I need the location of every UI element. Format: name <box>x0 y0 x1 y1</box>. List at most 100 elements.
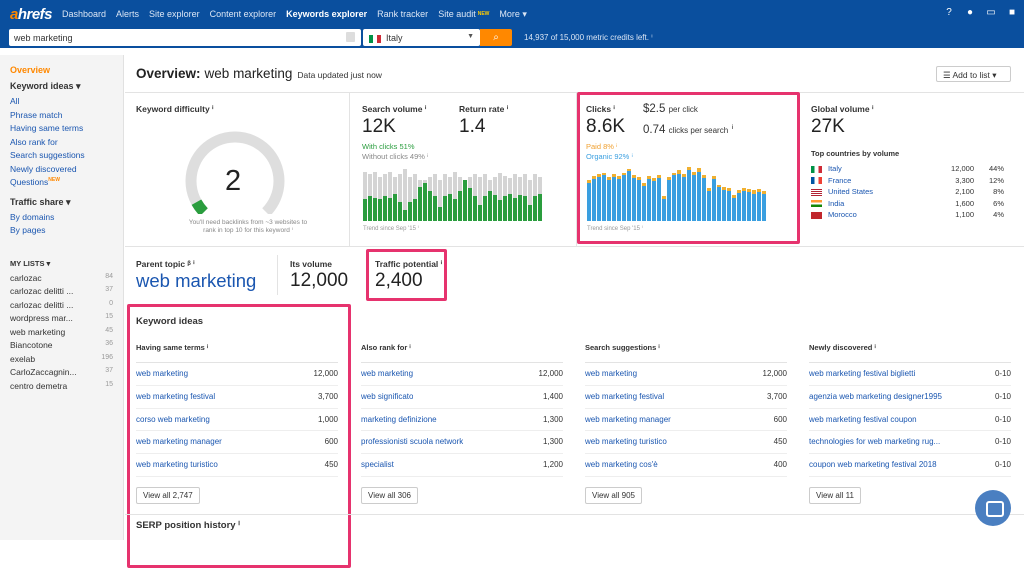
list-count: 84 <box>105 272 113 280</box>
sidebar-keyword-ideas-header[interactable]: Keyword ideas ▾ <box>10 81 81 91</box>
keyword-link[interactable]: web significato <box>361 391 414 401</box>
view-all-button[interactable]: View all 905 <box>585 486 642 504</box>
nav-item-site-explorer[interactable]: Site explorer <box>149 9 200 19</box>
keyword-link[interactable]: web marketing festival <box>585 391 665 401</box>
new-badge: NEW <box>477 11 490 17</box>
search-button[interactable]: ⌕ <box>480 29 512 46</box>
country-link[interactable]: India <box>828 198 845 208</box>
keyword-link[interactable]: technologies for web marketing rug... <box>809 437 941 447</box>
country-volume: 2,100 <box>955 187 974 197</box>
clicks-bar <box>672 172 676 221</box>
country-link[interactable]: Morocco <box>828 210 857 220</box>
clicks-bar <box>757 189 761 221</box>
bar-segment-without-clicks <box>448 177 452 194</box>
sv-bar <box>478 177 482 221</box>
country-select[interactable]: Italy ▼ <box>363 29 480 46</box>
view-all-button[interactable]: View all 11 <box>809 486 861 504</box>
sidebar-traffic-share-header[interactable]: Traffic share ▾ <box>10 196 71 207</box>
keyword-link[interactable]: web marketing <box>136 369 189 378</box>
list-item[interactable]: exelab 196 <box>10 354 113 368</box>
list-item[interactable]: Biancotone 36 <box>10 340 113 354</box>
keyword-link[interactable]: specialist <box>361 460 394 470</box>
list-item[interactable]: web marketing 45 <box>10 327 113 341</box>
country-link[interactable]: United States <box>828 187 874 197</box>
nav-item-alerts[interactable]: Alerts <box>116 9 140 19</box>
nav-item-content-explorer[interactable]: Content explorer <box>209 9 277 19</box>
sidebar-item-by-pages[interactable]: By pages <box>10 225 46 235</box>
add-to-list-button[interactable]: ☰ Add to list ▾ <box>936 66 1011 82</box>
keyword-link[interactable]: corso web marketing <box>136 414 210 424</box>
bar-segment-organic <box>692 175 696 221</box>
nav-item-dashboard[interactable]: Dashboard <box>62 9 107 19</box>
keyword-link[interactable]: web marketing festival biglietti <box>809 369 916 378</box>
bar-segment-with-clicks <box>463 179 467 221</box>
paid-share: Paid 8% ⁱ <box>586 142 618 151</box>
bar-segment-organic <box>642 185 646 221</box>
sidebar-item-also-rank-for[interactable]: Also rank for <box>10 137 113 151</box>
keyword-link[interactable]: web marketing festival <box>136 391 216 401</box>
keyword-link[interactable]: web marketing manager <box>585 414 671 424</box>
keyword-link[interactable]: web marketing manager <box>136 437 222 447</box>
list-item[interactable]: carlozac delitti ... 37 <box>10 286 113 300</box>
keyword-link[interactable]: agenzia web marketing designer1995 <box>809 391 942 401</box>
sidebar-item-search-suggestions[interactable]: Search suggestions <box>10 150 113 164</box>
sidebar-item-questions[interactable]: QuestionsNEW <box>10 177 113 191</box>
user-icon[interactable]: ■ <box>1008 7 1016 18</box>
list-item[interactable]: carlozac 84 <box>10 273 113 287</box>
bar-segment-paid <box>722 186 726 191</box>
sidebar-item-phrase-match[interactable]: Phrase match <box>10 110 113 124</box>
list-item[interactable]: centro demetra 15 <box>10 381 113 395</box>
view-all-button[interactable]: View all 2,747 <box>136 486 200 504</box>
keyword-search-input[interactable]: web marketing <box>9 29 361 46</box>
main-content: Overview: web marketing Data updated just … <box>125 55 1024 568</box>
chat-button[interactable] <box>975 490 1011 526</box>
table-row: marketing definizione 1,300 <box>361 409 563 432</box>
bar-segment-organic <box>687 170 691 221</box>
sidebar-item-by-domains[interactable]: By domains <box>10 211 55 222</box>
ahrefs-logo[interactable]: ahrefs <box>10 5 53 23</box>
keyword-link[interactable]: web marketing <box>361 369 414 378</box>
list-item[interactable]: CarloZaccagnin... 37 <box>10 367 113 381</box>
nav-item-more[interactable]: More ▾ <box>499 8 527 19</box>
sidebar-overview[interactable]: Overview <box>10 65 51 75</box>
bell-icon[interactable]: ● <box>966 7 974 18</box>
monitor-icon[interactable]: ▭ <box>986 7 996 18</box>
keyword-volume: 1,300 <box>542 437 563 447</box>
sidebar-item-newly-discovered[interactable]: Newly discovered <box>10 164 113 178</box>
bar-segment-paid <box>737 190 741 193</box>
keyword-link[interactable]: marketing definizione <box>361 414 437 424</box>
keyword-link[interactable]: web marketing cos'è <box>585 460 658 470</box>
list-item[interactable]: wordpress mar... 15 <box>10 313 113 327</box>
bar-segment-organic <box>707 190 711 221</box>
my-lists-header[interactable]: MY LISTS ▾ <box>10 258 51 268</box>
bar-segment-with-clicks <box>513 197 517 221</box>
parent-topic-link[interactable]: web marketing <box>136 270 257 291</box>
file-icon[interactable] <box>346 32 355 42</box>
keyword-link[interactable]: web marketing turistico <box>585 437 667 447</box>
bar-segment-with-clicks <box>443 196 447 221</box>
bar-segment-with-clicks <box>528 204 532 221</box>
keyword-link[interactable]: coupon web marketing festival 2018 <box>809 460 937 470</box>
bar-segment-without-clicks <box>498 172 502 201</box>
nav-item-site-audit[interactable]: Site audit <box>438 9 476 19</box>
list-name: centro demetra <box>10 380 68 391</box>
help-icon[interactable]: ? <box>946 7 952 18</box>
keyword-link[interactable]: web marketing turistico <box>136 460 218 470</box>
keyword-link[interactable]: web marketing <box>585 369 638 378</box>
view-all-button[interactable]: View all 306 <box>361 486 418 504</box>
keyword-link[interactable]: web marketing festival coupon <box>809 414 917 424</box>
nav-item-keywords-explorer[interactable]: Keywords explorer <box>286 9 368 19</box>
country-link[interactable]: Italy <box>828 164 842 174</box>
clicks-bar <box>632 174 636 221</box>
sidebar-item-all[interactable]: All <box>10 96 113 110</box>
list-item[interactable]: carlozac delitti ... 0 <box>10 300 113 314</box>
keyword-link[interactable]: professionisti scuola network <box>361 437 464 447</box>
bar-segment-organic <box>682 177 686 221</box>
nav-item-rank-tracker[interactable]: Rank tracker <box>377 9 429 19</box>
sidebar-item-having-same-terms[interactable]: Having same terms <box>10 123 113 137</box>
sv-bar <box>518 177 522 221</box>
list-name: carlozac delitti ... <box>10 299 74 310</box>
country-link[interactable]: France <box>828 175 852 185</box>
clicks-bar <box>637 177 641 221</box>
keyword-volume: 12,000 <box>538 369 563 378</box>
